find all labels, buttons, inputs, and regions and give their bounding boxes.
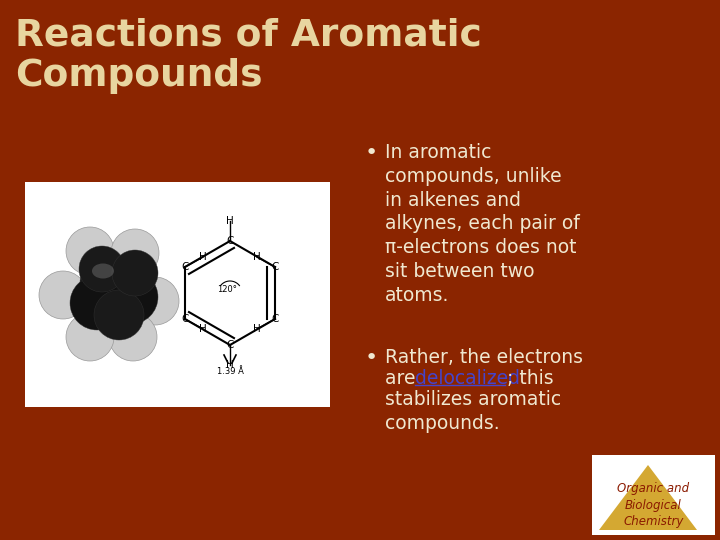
Text: Rather, the electrons: Rather, the electrons [385,348,583,367]
Circle shape [79,246,125,292]
Circle shape [112,250,158,296]
Circle shape [94,290,144,340]
Text: delocalized: delocalized [415,369,520,388]
Text: •: • [365,143,378,163]
Text: C: C [226,236,234,246]
FancyBboxPatch shape [592,455,715,535]
Circle shape [131,277,179,325]
Circle shape [80,256,134,310]
Circle shape [66,313,114,361]
Polygon shape [599,465,697,530]
Text: C: C [181,262,189,272]
Circle shape [104,270,158,324]
Text: 120°: 120° [217,286,237,294]
Ellipse shape [92,264,114,279]
Text: In aromatic
compounds, unlike
in alkenes and
alkynes, each pair of
π-electrons d: In aromatic compounds, unlike in alkenes… [385,143,580,305]
Text: H: H [226,360,234,370]
Text: stabilizes aromatic
compounds.: stabilizes aromatic compounds. [385,390,561,433]
FancyBboxPatch shape [25,182,330,407]
Text: C: C [271,262,279,272]
Text: C: C [226,340,234,350]
Text: •: • [365,348,378,368]
Text: H: H [199,252,207,262]
Text: Organic and
Biological
Chemistry: Organic and Biological Chemistry [618,482,690,528]
Circle shape [111,229,159,277]
Text: ; this: ; this [507,369,554,388]
Text: are: are [385,369,421,388]
Text: C: C [181,314,189,324]
Text: H: H [199,324,207,334]
Text: H: H [253,252,261,262]
Circle shape [109,313,157,361]
Text: H: H [226,216,234,226]
Circle shape [39,271,87,319]
Text: H: H [253,324,261,334]
Text: C: C [271,314,279,324]
Circle shape [70,276,124,330]
Text: Reactions of Aromatic
Compounds: Reactions of Aromatic Compounds [15,18,482,94]
Text: 1.39 Å: 1.39 Å [217,368,243,376]
Circle shape [66,227,114,275]
